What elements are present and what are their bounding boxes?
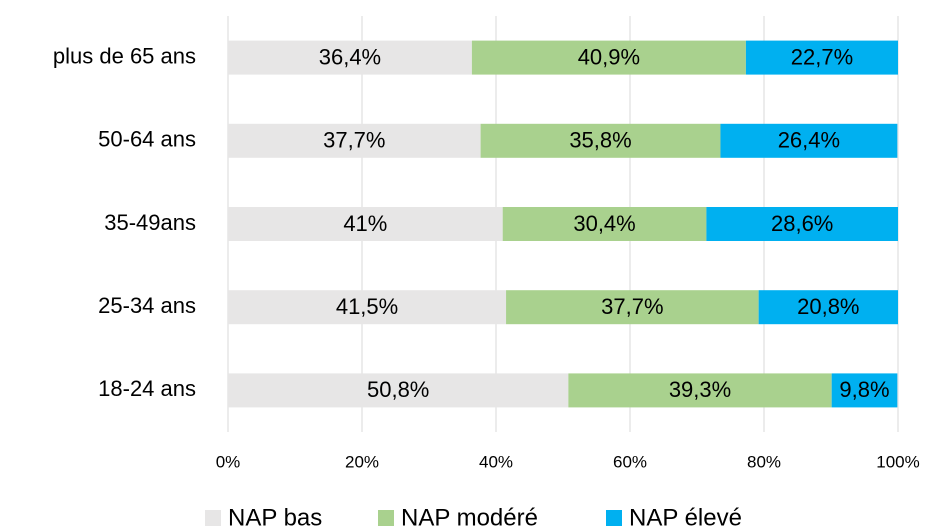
bar-segment xyxy=(568,373,832,408)
bar-segment xyxy=(228,123,481,158)
x-tick-label: 20% xyxy=(345,452,379,471)
legend-swatch xyxy=(205,510,221,526)
y-tick-label: plus de 65 ans xyxy=(53,43,196,68)
data-label: 37,7% xyxy=(323,128,385,153)
bar-segment xyxy=(228,207,503,241)
legend-label: NAP modéré xyxy=(401,504,538,531)
data-label: 35,8% xyxy=(569,128,631,153)
bar-segment xyxy=(228,290,507,325)
y-tick-label: 25-34 ans xyxy=(98,293,196,318)
data-label: 30,4% xyxy=(573,211,635,236)
data-label: 41% xyxy=(343,211,387,236)
data-label: 37,7% xyxy=(601,294,663,319)
x-tick-label: 100% xyxy=(876,452,919,471)
y-tick-label: 18-24 ans xyxy=(98,376,196,401)
x-tick-label: 60% xyxy=(613,452,647,471)
bar-segment xyxy=(506,290,759,325)
data-label: 28,6% xyxy=(771,211,833,236)
legend-label: NAP élevé xyxy=(629,504,742,531)
legend-swatch xyxy=(606,510,622,526)
x-tick-label: 80% xyxy=(747,452,781,471)
data-label: 22,7% xyxy=(791,44,853,69)
data-label: 36,4% xyxy=(319,44,381,69)
bar-segment xyxy=(758,290,898,325)
data-label: 9,8% xyxy=(839,377,889,402)
x-tick-label: 0% xyxy=(216,452,241,471)
bar-segment xyxy=(480,123,721,158)
legend-swatch xyxy=(378,510,394,526)
y-tick-label: 50-64 ans xyxy=(98,127,196,152)
bar-segment xyxy=(720,123,898,158)
x-tick-label: 40% xyxy=(479,452,513,471)
bar-segment xyxy=(706,207,898,241)
bar-segment xyxy=(471,40,746,75)
legend-label: NAP bas xyxy=(228,504,322,531)
bar-segment xyxy=(228,373,569,408)
data-label: 41,5% xyxy=(336,294,398,319)
bar-segment xyxy=(228,40,472,75)
data-label: 26,4% xyxy=(778,128,840,153)
data-label: 20,8% xyxy=(797,294,859,319)
data-label: 39,3% xyxy=(669,377,731,402)
y-tick-label: 35-49ans xyxy=(104,210,196,235)
data-label: 50,8% xyxy=(367,377,429,402)
data-label: 40,9% xyxy=(578,44,640,69)
bar-segment xyxy=(831,373,898,408)
bar-segment xyxy=(745,40,898,75)
bar-segment xyxy=(502,207,707,241)
